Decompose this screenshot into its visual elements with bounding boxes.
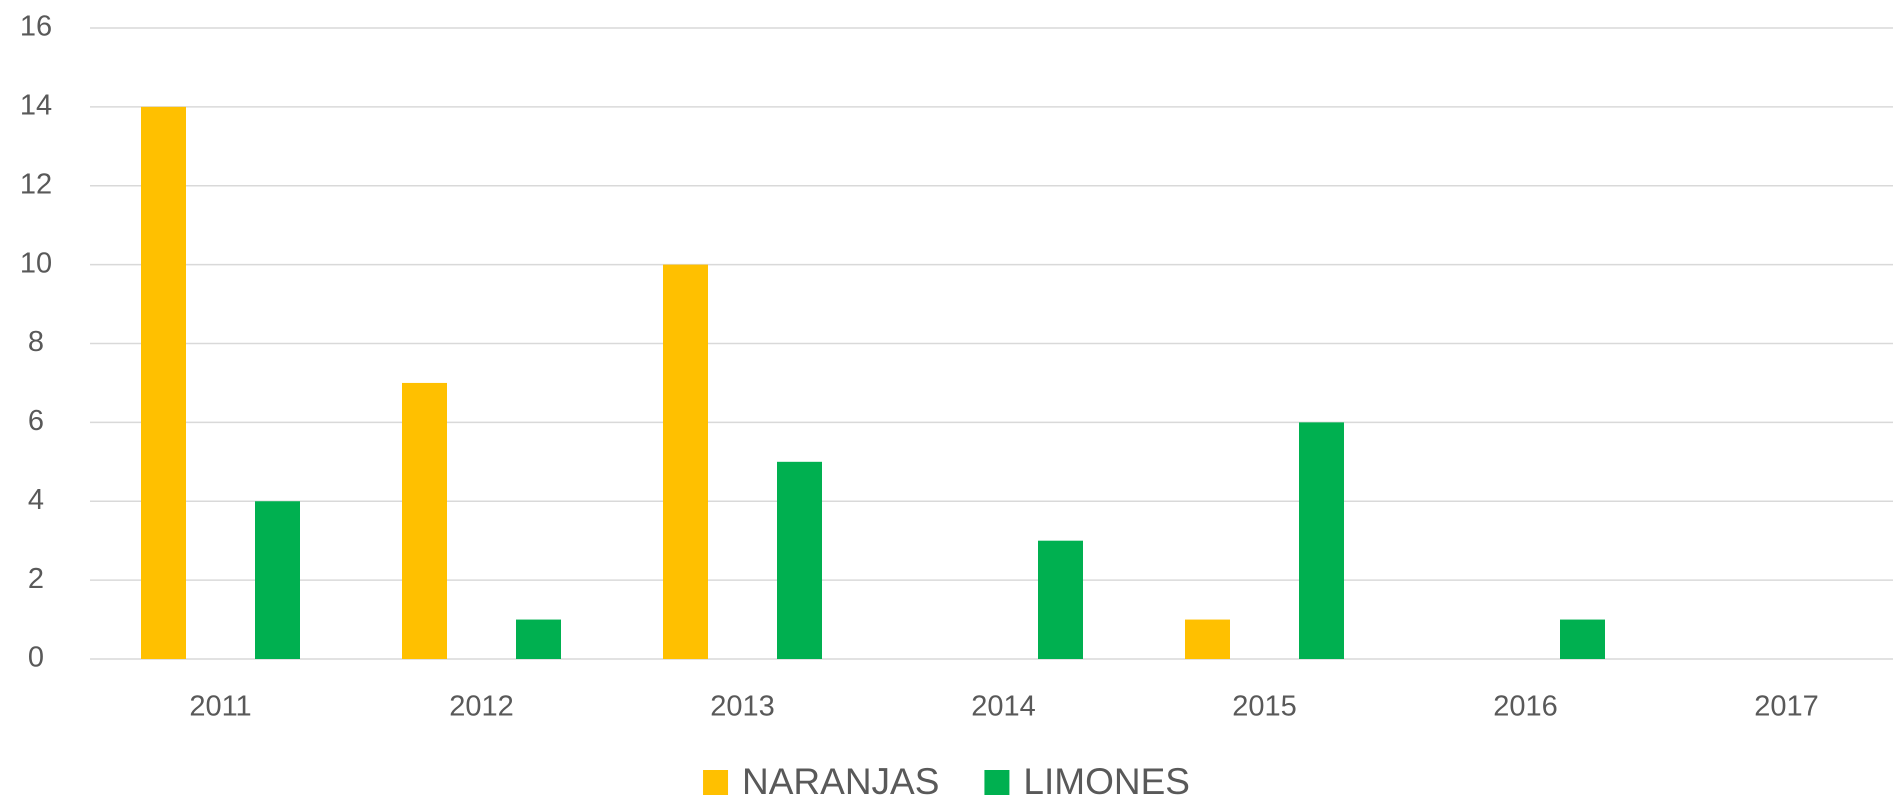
y-tick-label: 4 [28, 484, 44, 516]
bar [1038, 540, 1083, 659]
x-tick-label: 2014 [971, 691, 1036, 723]
bar [141, 106, 186, 659]
x-tick-label: 2013 [710, 691, 775, 723]
bar [1299, 422, 1344, 659]
legend-swatch [703, 770, 729, 795]
y-tick-label: 0 [28, 642, 44, 674]
bar [255, 501, 300, 659]
bar [663, 264, 708, 659]
bar [516, 619, 561, 659]
x-tick-label: 2012 [449, 691, 514, 723]
x-tick-label: 2016 [1493, 691, 1558, 723]
bar [402, 382, 447, 659]
y-tick-label: 2 [28, 563, 44, 595]
legend-label: LIMONES [1023, 761, 1190, 802]
x-tick-label: 2017 [1754, 691, 1819, 723]
y-tick-label: 16 [20, 11, 52, 43]
legend-swatch [984, 770, 1010, 795]
y-tick-label: 12 [20, 168, 52, 200]
x-tick-label: 2015 [1232, 691, 1297, 723]
y-tick-label: 8 [28, 326, 44, 358]
x-tick-label: 2011 [189, 691, 251, 723]
bar [777, 461, 822, 659]
bar [1560, 619, 1605, 659]
legend-label: NARANJAS [742, 761, 939, 802]
bar [1185, 619, 1230, 659]
y-tick-label: 6 [28, 405, 44, 437]
y-tick-label: 10 [20, 247, 52, 279]
y-tick-label: 14 [20, 90, 52, 122]
